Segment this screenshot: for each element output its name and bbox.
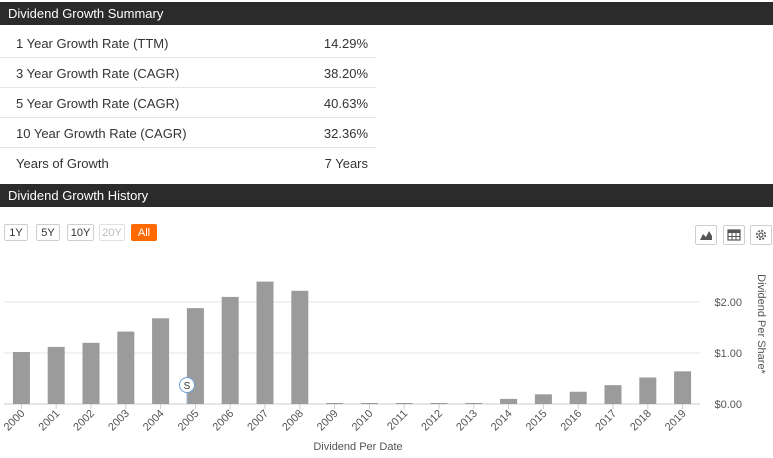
split-marker-label: S <box>184 381 191 392</box>
x-tick-label: 2007 <box>245 408 271 434</box>
x-tick-label: 2012 <box>419 408 445 434</box>
row-label: 10 Year Growth Rate (CAGR) <box>16 126 187 141</box>
range-20y-button: 20Y <box>99 224 125 241</box>
x-tick-label: 2015 <box>524 408 550 434</box>
row-label: 1 Year Growth Rate (TTM) <box>16 36 169 51</box>
bar[interactable] <box>152 318 170 404</box>
row-label: 5 Year Growth Rate (CAGR) <box>16 96 180 111</box>
bar[interactable] <box>256 281 274 404</box>
bar[interactable] <box>639 377 657 404</box>
summary-row: 3 Year Growth Rate (CAGR) 38.20% <box>0 58 376 88</box>
x-tick-label: 2017 <box>593 408 619 434</box>
bar[interactable] <box>291 290 309 404</box>
bar[interactable] <box>534 394 552 404</box>
y-axis-label: Dividend Per Share* <box>755 274 767 374</box>
x-tick-label: 2014 <box>489 408 515 434</box>
bar[interactable] <box>674 371 692 404</box>
row-value: 38.20% <box>323 66 368 81</box>
range-5y-button[interactable]: 5Y <box>36 224 60 241</box>
x-tick-label: 2006 <box>211 408 237 434</box>
gear-icon[interactable] <box>750 225 772 245</box>
row-value: 7 Years <box>324 156 368 171</box>
table-icon[interactable] <box>723 225 745 245</box>
bar[interactable] <box>604 385 622 404</box>
summary-row: 5 Year Growth Rate (CAGR) 40.63% <box>0 88 376 118</box>
bar[interactable] <box>569 391 587 404</box>
y-tick-label: $2.00 <box>714 297 742 309</box>
bar[interactable] <box>360 402 378 404</box>
history-header: Dividend Growth History <box>0 184 773 207</box>
x-tick-label: 2005 <box>176 408 202 434</box>
bar[interactable] <box>12 351 30 404</box>
range-all-button[interactable]: All <box>131 224 157 241</box>
bar[interactable] <box>395 402 413 404</box>
bar[interactable] <box>500 398 518 404</box>
bar[interactable] <box>82 342 100 404</box>
x-tick-label: 2003 <box>106 408 132 434</box>
x-tick-label: 2001 <box>37 408 63 434</box>
y-tick-label: $0.00 <box>714 399 742 411</box>
row-label: 3 Year Growth Rate (CAGR) <box>16 66 180 81</box>
x-tick-label: 2013 <box>454 408 480 434</box>
summary-row: 10 Year Growth Rate (CAGR) 32.36% <box>0 118 376 148</box>
area-chart-icon[interactable] <box>695 225 717 245</box>
y-tick-label: $1.00 <box>714 348 742 360</box>
summary-row: Years of Growth 7 Years <box>0 148 376 177</box>
split-marker[interactable]: S <box>179 377 195 405</box>
bar[interactable] <box>221 296 239 404</box>
bar[interactable] <box>430 402 448 404</box>
x-tick-label: 2002 <box>71 408 97 434</box>
x-tick-label: 2018 <box>628 408 654 434</box>
summary-row: 1 Year Growth Rate (TTM) 14.29% <box>0 28 376 58</box>
bar[interactable] <box>117 331 135 404</box>
x-tick-label: 2019 <box>663 408 689 434</box>
row-value: 14.29% <box>323 36 368 51</box>
range-1y-button[interactable]: 1Y <box>4 224 28 241</box>
summary-table: 1 Year Growth Rate (TTM) 14.29% 3 Year G… <box>0 28 376 177</box>
bar[interactable] <box>326 402 344 404</box>
x-tick-label: 2004 <box>141 408 167 434</box>
x-axis-label: Dividend Per Date <box>313 441 402 453</box>
x-tick-label: 2008 <box>280 408 306 434</box>
row-label: Years of Growth <box>16 156 109 171</box>
range-10y-button[interactable]: 10Y <box>67 224 94 241</box>
row-value: 40.63% <box>323 96 368 111</box>
row-value: 32.36% <box>323 126 368 141</box>
bar[interactable] <box>465 402 483 404</box>
x-tick-label: 2011 <box>385 408 410 433</box>
summary-header: Dividend Growth Summary <box>0 2 773 25</box>
bar[interactable] <box>47 346 65 404</box>
x-tick-label: 2009 <box>315 408 341 434</box>
x-tick-label: 2016 <box>559 408 585 434</box>
x-tick-label: 2010 <box>350 408 376 434</box>
x-tick-label: 2000 <box>2 408 28 434</box>
